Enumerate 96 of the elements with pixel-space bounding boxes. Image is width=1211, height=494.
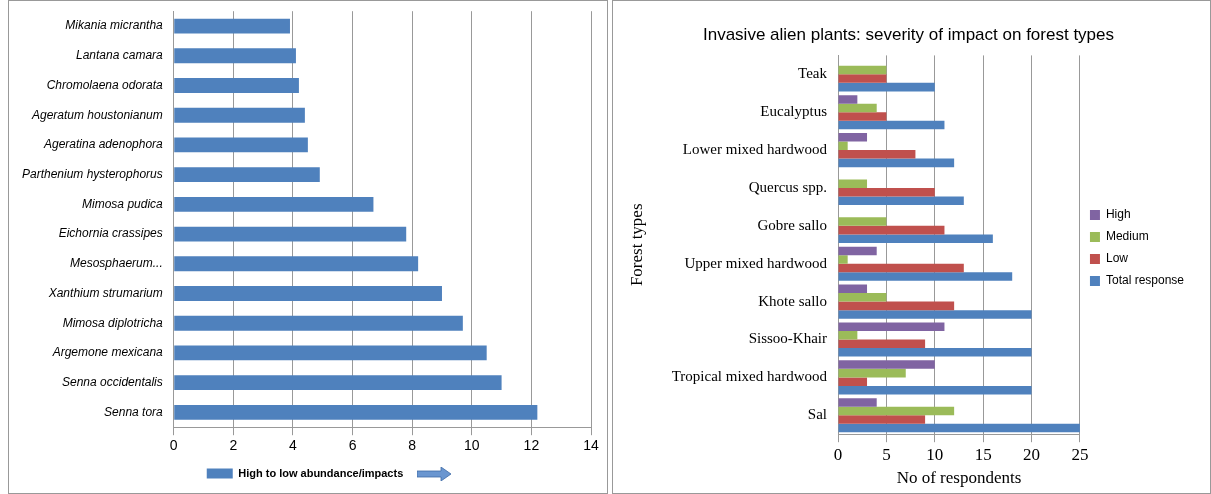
legend-label: High — [1105, 207, 1131, 222]
bar — [838, 217, 887, 226]
x-tick-label: 12 — [523, 437, 540, 454]
bar — [174, 48, 296, 64]
bar — [838, 196, 964, 206]
y-tick-label: Senna tora — [104, 404, 164, 419]
bar — [174, 226, 407, 242]
y-tick-label: Sissoo-Khair — [748, 330, 827, 347]
x-tick-label: 8 — [408, 437, 417, 454]
bar — [838, 310, 1032, 319]
bar — [838, 255, 848, 264]
x-tick-label: 2 — [229, 437, 238, 454]
bar — [838, 112, 887, 121]
bar — [838, 246, 877, 256]
y-tick-label: Mimosa diplotricha — [62, 315, 164, 330]
bar — [838, 74, 887, 83]
bar — [838, 120, 945, 130]
y-tick-label: Eichornia crassipes — [58, 226, 163, 241]
x-axis-title: No of respondents — [896, 468, 1022, 488]
y-tick-label: Senna occidentalis — [62, 374, 163, 389]
bar — [838, 179, 868, 188]
bar — [174, 167, 320, 183]
x-tick-label: 6 — [348, 437, 357, 454]
bar — [838, 330, 858, 340]
bar — [838, 272, 1013, 281]
bar — [174, 375, 502, 391]
y-tick-label: Mikania micrantha — [65, 18, 164, 33]
legend-label: Total response — [1105, 273, 1185, 288]
bar — [838, 301, 955, 311]
y-tick-label: Upper mixed hardwood — [684, 254, 828, 271]
bar — [838, 103, 877, 113]
y-tick-label: Lower mixed hardwood — [682, 141, 828, 158]
x-tick-label: 20 — [1023, 444, 1041, 464]
bar — [838, 141, 848, 151]
bar — [838, 348, 1032, 357]
y-tick-label: Mesosphaerum... — [70, 256, 163, 271]
bar — [174, 107, 305, 123]
bar — [838, 360, 935, 369]
x-tick-label: 0 — [833, 444, 843, 464]
y-tick-label: Chromolaena odorata — [46, 77, 164, 92]
bar — [838, 339, 926, 349]
bar — [838, 187, 935, 197]
legend-label: Medium — [1105, 229, 1149, 244]
bar — [838, 398, 877, 407]
bar — [174, 256, 419, 272]
x-tick-label: 25 — [1071, 444, 1089, 464]
y-tick-label: Lantana camara — [76, 48, 164, 63]
bar — [838, 82, 935, 92]
chart-title: Invasive alien plants: severity of impact on forest types — [702, 24, 1115, 44]
bar — [838, 293, 887, 302]
bar — [838, 406, 955, 416]
bar — [174, 404, 538, 420]
x-tick-label: 4 — [289, 437, 298, 454]
x-tick-label: 5 — [882, 444, 891, 464]
bar — [838, 158, 955, 168]
x-tick-label: 0 — [169, 437, 178, 454]
y-tick-label: Gobre sallo — [757, 216, 827, 233]
bar — [174, 315, 463, 331]
legend-label: Low — [1105, 251, 1129, 266]
bar — [838, 377, 868, 386]
bar — [174, 137, 308, 153]
bar — [838, 385, 1032, 395]
bar — [174, 196, 374, 212]
y-tick-label: Tropical mixed hardwood — [671, 368, 828, 385]
bar — [838, 368, 906, 378]
y-tick-label: Xanthium strumarium — [47, 285, 163, 300]
y-tick-label: Quercus spp. — [748, 178, 827, 195]
y-tick-label: Khote sallo — [758, 292, 827, 309]
y-tick-label: Sal — [807, 406, 827, 423]
bar — [838, 263, 964, 273]
bar — [838, 322, 945, 331]
bar — [838, 133, 868, 142]
x-tick-label: 10 — [926, 444, 944, 464]
x-tick-label: 14 — [583, 437, 599, 454]
y-tick-label: Mimosa pudica — [82, 196, 164, 211]
bar — [174, 18, 290, 34]
y-tick-label: Ageratina adenophora — [42, 137, 164, 152]
bar — [838, 65, 887, 75]
y-tick-label: Argemone mexicana — [51, 345, 164, 360]
bar — [838, 150, 916, 159]
bar — [174, 286, 442, 301]
bar — [838, 284, 868, 294]
bar — [838, 225, 945, 235]
y-tick-label: Teak — [798, 65, 828, 82]
x-tick-label: 10 — [463, 437, 480, 454]
bar — [838, 95, 858, 104]
y-axis-title: Forest types — [626, 203, 646, 287]
x-tick-label: 15 — [974, 444, 992, 464]
bar — [838, 234, 993, 243]
bar — [174, 345, 487, 361]
legend-label: High to low abundance/impacts — [238, 466, 404, 479]
bar — [174, 78, 299, 93]
y-tick-label: Eucalyptus — [760, 103, 828, 120]
bar — [838, 415, 926, 424]
y-tick-label: Ageratum houstonianum — [30, 107, 163, 122]
y-tick-label: Parthenium hysterophorus — [21, 166, 163, 181]
